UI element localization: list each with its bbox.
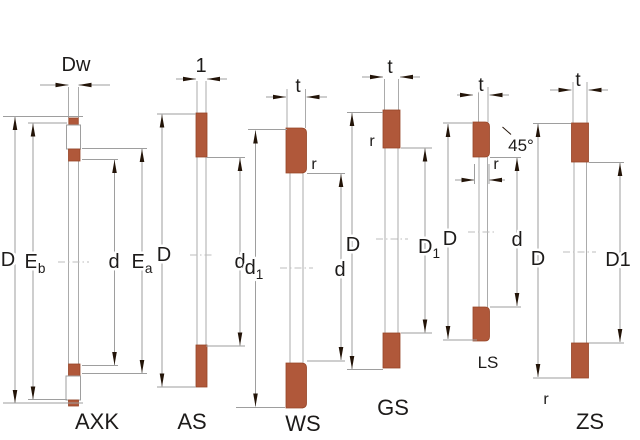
figure-gs: t D D1 r GS <box>343 55 442 423</box>
dimension-label: D <box>1 249 15 271</box>
annotation-label: 45° <box>508 136 534 155</box>
dimension-label: D <box>157 244 171 266</box>
annotation-label: r <box>311 156 317 173</box>
dimension-arrowhead <box>112 160 117 173</box>
dimension-arrowhead <box>514 158 520 171</box>
cage-section <box>65 375 81 401</box>
dimension-arrowhead <box>370 74 383 80</box>
dimension-label: D <box>531 248 545 270</box>
dimension-arrowhead <box>349 113 355 126</box>
dimension-arrowhead <box>461 177 475 183</box>
dimension-arrowhead <box>139 360 145 373</box>
washer-section <box>472 306 490 342</box>
dimension-arrowhead <box>253 393 258 407</box>
figure-axk: Dw D Eb d Ea AXK <box>0 52 155 437</box>
dimension-arrowhead <box>617 163 623 176</box>
dimension-arrowhead <box>588 87 602 93</box>
dimension-label: D <box>443 228 457 250</box>
figure-name-ws: WS <box>285 411 320 436</box>
dimension-label: t <box>295 76 301 97</box>
dimension-arrowhead <box>112 352 117 365</box>
dimension-label: t <box>387 57 393 78</box>
dimension-arrowhead <box>338 174 344 187</box>
dimension-arrowhead <box>12 117 18 130</box>
dimension-label: Eb <box>25 251 46 276</box>
dimension-arrowhead <box>460 92 473 98</box>
dimension-arrowhead <box>207 76 220 82</box>
dimension-label: D1 <box>605 249 631 271</box>
annotation-label: r <box>369 133 375 150</box>
annotation-label: r <box>543 391 549 408</box>
washer-section <box>285 362 307 409</box>
dimension-arrowhead <box>12 390 18 403</box>
leader-line <box>502 126 512 135</box>
dimension-label: 1 <box>195 55 206 77</box>
dimension-arrowhead <box>159 373 165 387</box>
washer-section <box>571 122 589 163</box>
dimension-label: D <box>346 234 360 256</box>
dimension-arrowhead <box>617 329 623 342</box>
washer-section <box>195 344 208 388</box>
washer-section <box>382 332 401 369</box>
dimension-arrowhead <box>30 386 36 400</box>
dimension-arrowhead <box>159 114 165 128</box>
dimension-label: t <box>478 75 484 96</box>
figure-name-axk: AXK <box>75 409 119 434</box>
dimension-label: t <box>575 70 581 91</box>
dimension-arrowhead <box>489 177 502 183</box>
dimension-arrowhead <box>514 293 520 306</box>
dimension-arrowhead <box>445 326 451 339</box>
washer-section <box>68 148 81 162</box>
washer-section <box>472 121 490 158</box>
figure-name-zs: ZS <box>576 409 604 434</box>
dimension-arrowhead <box>535 364 541 377</box>
dimension-arrowhead <box>139 149 145 162</box>
dimension-arrowhead <box>237 332 243 346</box>
washer-section <box>195 112 208 158</box>
dimension-arrowhead <box>273 94 286 100</box>
dimension-arrowhead <box>400 74 413 80</box>
figure-name-ls: LS <box>478 353 499 372</box>
dimension-arrowhead <box>253 130 258 144</box>
dimension-label: d <box>511 229 522 251</box>
dimension-label: Ea <box>132 251 153 276</box>
figure-ls: t r D d 45° LS <box>440 73 536 375</box>
washer-section <box>571 342 589 379</box>
figure-name-gs: GS <box>377 395 409 420</box>
dimension-arrowhead <box>55 82 69 88</box>
figure-as: 1 D d AS <box>154 53 248 437</box>
dimension-arrowhead <box>306 94 320 100</box>
dimension-arrowhead <box>422 148 428 162</box>
washer-section <box>285 127 307 174</box>
dimension-arrowhead <box>30 123 36 137</box>
dimension-label: D1 <box>418 236 440 261</box>
cage-section <box>66 124 81 150</box>
dimension-label: d <box>234 251 245 273</box>
figure-name-as: AS <box>177 409 206 434</box>
dimension-arrowhead <box>183 76 196 82</box>
figure-zs: t D D1 r ZS <box>528 68 633 437</box>
washer-section <box>382 109 401 149</box>
dimension-arrowhead <box>445 124 451 137</box>
washer-section <box>68 363 81 377</box>
dimension-arrowhead <box>489 92 503 98</box>
dimension-label: r <box>493 156 499 173</box>
dimension-arrowhead <box>349 356 355 369</box>
dimension-arrowhead <box>78 82 92 88</box>
dimension-arrowhead <box>237 158 243 171</box>
dimension-arrowhead <box>422 319 428 333</box>
dimension-label: Dw <box>62 54 91 76</box>
dimension-label: d <box>334 259 345 281</box>
dimension-arrowhead <box>338 347 344 360</box>
dimension-arrowhead <box>535 124 541 137</box>
washer-section <box>68 117 79 126</box>
dimension-label: d <box>108 251 119 273</box>
dimension-arrowhead <box>558 87 572 93</box>
dimension-label: d1 <box>245 257 264 282</box>
